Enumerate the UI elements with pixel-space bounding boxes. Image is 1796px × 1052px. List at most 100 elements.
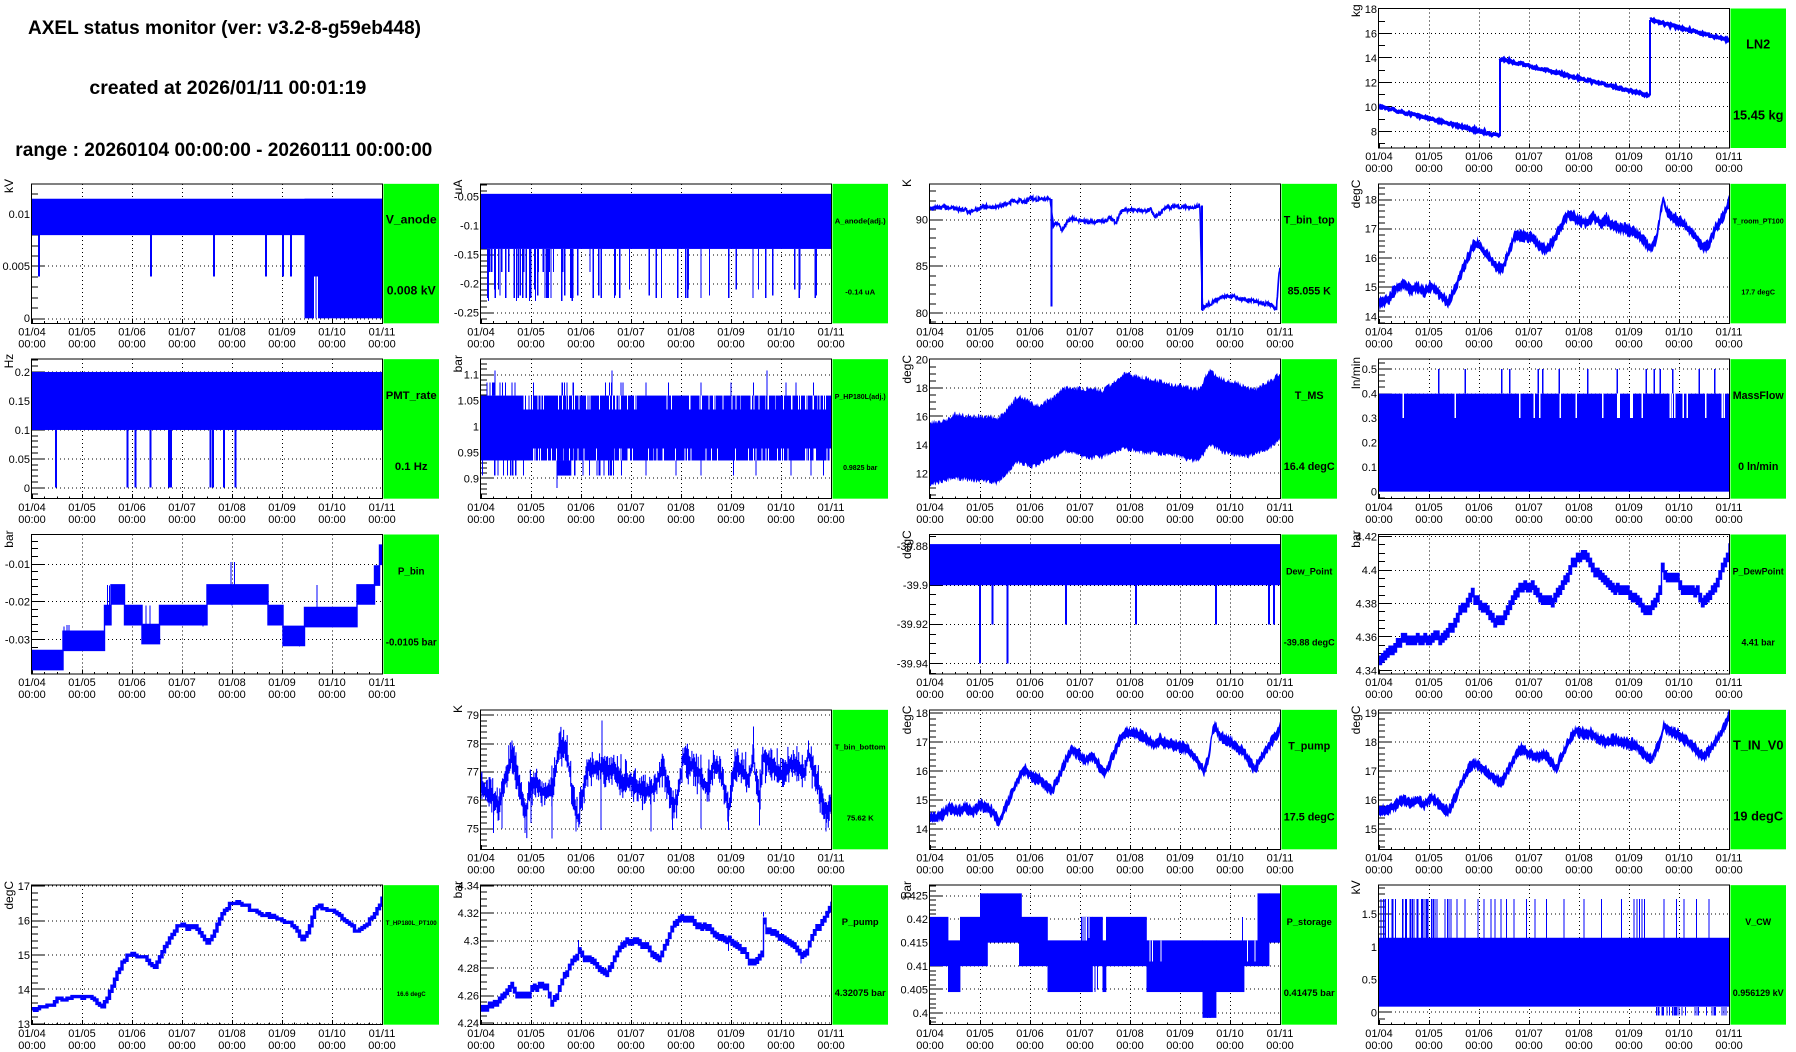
svg-text:18: 18 (916, 383, 928, 395)
svg-text:00:00: 00:00 (1365, 865, 1393, 877)
svg-text:-39.9: -39.9 (903, 580, 928, 592)
svg-text:degC: degC (900, 355, 914, 384)
svg-text:01/11: 01/11 (818, 327, 845, 339)
svg-text:0.05: 0.05 (9, 454, 30, 466)
svg-text:01/09: 01/09 (717, 327, 745, 339)
svg-text:00:00: 00:00 (1565, 865, 1593, 877)
svg-text:bar: bar (1349, 530, 1363, 547)
svg-text:00:00: 00:00 (1116, 1040, 1144, 1052)
svg-text:00:00: 00:00 (1066, 514, 1094, 526)
svg-text:00:00: 00:00 (1665, 865, 1693, 877)
svg-text:P_HP180L(adj.): P_HP180L(adj.) (835, 394, 886, 401)
svg-text:0.2: 0.2 (1362, 438, 1377, 450)
svg-text:01/05: 01/05 (966, 853, 994, 865)
svg-text:19 degC: 19 degC (1733, 809, 1783, 824)
svg-text:-0.02: -0.02 (5, 597, 30, 609)
svg-text:8: 8 (1371, 126, 1377, 138)
svg-text:18: 18 (1365, 194, 1377, 206)
svg-text:00:00: 00:00 (567, 339, 595, 351)
svg-text:01/07: 01/07 (1515, 1028, 1543, 1040)
svg-text:00:00: 00:00 (1016, 339, 1044, 351)
svg-text:12: 12 (1365, 77, 1377, 89)
svg-text:00:00: 00:00 (1565, 163, 1593, 175)
svg-text:01/04: 01/04 (916, 1028, 944, 1040)
svg-text:0.9825 bar: 0.9825 bar (843, 465, 878, 472)
svg-text:K: K (451, 705, 465, 713)
svg-text:15: 15 (18, 950, 30, 962)
svg-text:01/06: 01/06 (567, 502, 595, 514)
svg-text:-0.1: -0.1 (460, 221, 479, 233)
svg-text:01/06: 01/06 (567, 853, 595, 865)
svg-text:-0.25: -0.25 (454, 308, 479, 320)
svg-text:01/09: 01/09 (1615, 1028, 1643, 1040)
svg-text:79: 79 (467, 710, 479, 722)
svg-text:0.5: 0.5 (1362, 364, 1377, 376)
svg-text:01/04: 01/04 (1365, 853, 1393, 865)
svg-text:01/08: 01/08 (1116, 1028, 1144, 1040)
svg-text:01/08: 01/08 (1565, 1028, 1593, 1040)
svg-text:00:00: 00:00 (1216, 689, 1244, 701)
svg-text:01/06: 01/06 (567, 327, 595, 339)
svg-text:0.425: 0.425 (900, 891, 928, 903)
svg-text:01/09: 01/09 (1615, 853, 1643, 865)
svg-text:00:00: 00:00 (1615, 689, 1643, 701)
svg-text:00:00: 00:00 (1515, 163, 1543, 175)
svg-text:00:00: 00:00 (1016, 689, 1044, 701)
svg-text:0: 0 (24, 313, 30, 325)
svg-text:01/11: 01/11 (1267, 853, 1294, 865)
svg-text:00:00: 00:00 (1415, 865, 1443, 877)
svg-text:00:00: 00:00 (1665, 1040, 1693, 1052)
svg-text:12: 12 (916, 469, 928, 481)
svg-text:01/10: 01/10 (318, 502, 346, 514)
svg-text:00:00: 00:00 (1465, 865, 1493, 877)
svg-text:00:00: 00:00 (1515, 865, 1543, 877)
svg-text:01/10: 01/10 (1216, 853, 1244, 865)
svg-text:00:00: 00:00 (617, 1040, 645, 1052)
svg-text:14: 14 (1365, 311, 1377, 323)
svg-text:01/10: 01/10 (318, 1028, 346, 1040)
svg-text:00:00: 00:00 (1715, 689, 1743, 701)
svg-text:01/07: 01/07 (168, 327, 196, 339)
svg-text:-39.88: -39.88 (897, 541, 928, 553)
svg-text:01/06: 01/06 (1465, 1028, 1493, 1040)
svg-text:00:00: 00:00 (368, 1040, 396, 1052)
svg-text:01/04: 01/04 (1365, 677, 1393, 689)
svg-text:01/08: 01/08 (1565, 151, 1593, 163)
svg-text:01/04: 01/04 (1365, 1028, 1393, 1040)
svg-text:01/06: 01/06 (1465, 853, 1493, 865)
svg-text:4.34: 4.34 (1356, 665, 1377, 677)
svg-text:4.41 bar: 4.41 bar (1742, 637, 1776, 647)
svg-text:01/08: 01/08 (667, 327, 695, 339)
svg-text:00:00: 00:00 (1465, 339, 1493, 351)
svg-text:01/10: 01/10 (1665, 502, 1693, 514)
svg-text:T_bin_bottom: T_bin_bottom (835, 743, 886, 752)
svg-text:bar: bar (900, 881, 914, 898)
svg-text:77: 77 (467, 767, 479, 779)
svg-text:00:00: 00:00 (916, 514, 944, 526)
svg-text:01/04: 01/04 (1365, 502, 1393, 514)
svg-text:01/09: 01/09 (1615, 151, 1643, 163)
svg-text:4.32: 4.32 (458, 908, 479, 920)
svg-text:15: 15 (916, 795, 928, 807)
svg-text:00:00: 00:00 (1565, 514, 1593, 526)
svg-text:-0.05: -0.05 (454, 192, 479, 204)
svg-text:01/09: 01/09 (1615, 327, 1643, 339)
svg-text:01/06: 01/06 (118, 1028, 146, 1040)
svg-text:T_HP180L_PT100: T_HP180L_PT100 (386, 920, 438, 927)
svg-text:01/11: 01/11 (818, 502, 845, 514)
svg-text:4.4: 4.4 (1362, 565, 1377, 577)
svg-text:00:00: 00:00 (717, 514, 745, 526)
svg-text:01/11: 01/11 (818, 853, 845, 865)
svg-text:01/04: 01/04 (1365, 327, 1393, 339)
svg-text:01/09: 01/09 (1166, 502, 1194, 514)
svg-text:00:00: 00:00 (1066, 689, 1094, 701)
svg-text:17: 17 (18, 881, 30, 893)
svg-text:17: 17 (1365, 766, 1377, 778)
svg-text:85.055 K: 85.055 K (1288, 286, 1332, 298)
svg-text:00:00: 00:00 (1715, 865, 1743, 877)
svg-text:01/05: 01/05 (517, 327, 545, 339)
svg-text:00:00: 00:00 (118, 339, 146, 351)
svg-text:01/04: 01/04 (467, 1028, 495, 1040)
svg-text:01/11: 01/11 (1716, 853, 1743, 865)
svg-text:00:00: 00:00 (966, 1040, 994, 1052)
